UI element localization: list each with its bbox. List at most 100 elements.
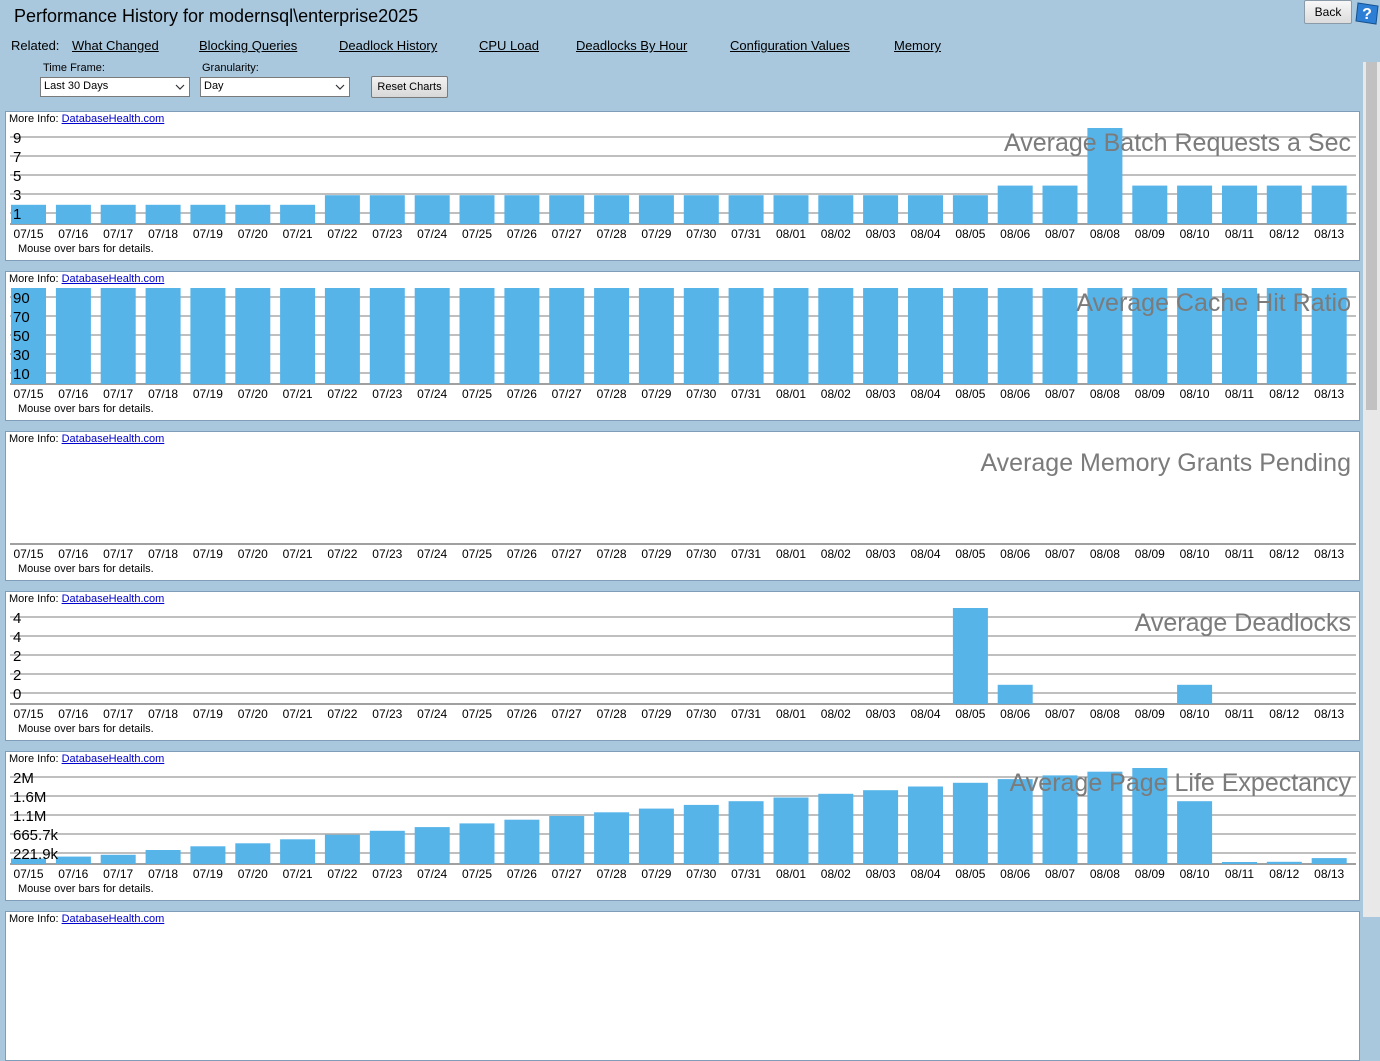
chart-bar[interactable] bbox=[100, 288, 136, 384]
chart-bar[interactable] bbox=[190, 846, 226, 864]
chart-bar[interactable] bbox=[818, 288, 854, 384]
chart-bar[interactable] bbox=[55, 204, 91, 224]
chart-bar[interactable] bbox=[1132, 768, 1168, 864]
chart-bar[interactable] bbox=[638, 195, 674, 224]
chart-bar[interactable] bbox=[773, 288, 809, 384]
chart-bar[interactable] bbox=[683, 288, 719, 384]
chart-bar[interactable] bbox=[414, 195, 450, 224]
chart-bar[interactable] bbox=[145, 850, 181, 864]
chart-bar[interactable] bbox=[235, 288, 271, 384]
scrollbar-thumb[interactable] bbox=[1366, 62, 1377, 410]
chart-bar[interactable] bbox=[728, 195, 764, 224]
chart-bar[interactable] bbox=[728, 801, 764, 864]
chart-bar[interactable] bbox=[1087, 288, 1123, 384]
chart-bar[interactable] bbox=[1087, 771, 1123, 864]
chart-bar[interactable] bbox=[1132, 288, 1168, 384]
chart-bar[interactable] bbox=[1311, 185, 1347, 224]
chart-bar[interactable] bbox=[459, 823, 495, 864]
link-deadlocks-by-hour[interactable]: Deadlocks By Hour bbox=[576, 38, 688, 53]
reset-charts-button[interactable]: Reset Charts bbox=[371, 76, 448, 98]
chart-bar[interactable] bbox=[549, 195, 585, 224]
chart-bar[interactable] bbox=[997, 288, 1033, 384]
chart-bar[interactable] bbox=[1177, 801, 1213, 864]
chart-bar[interactable] bbox=[997, 684, 1033, 704]
chart-bar[interactable] bbox=[369, 195, 405, 224]
chart-bar[interactable] bbox=[638, 808, 674, 864]
chart-bar[interactable] bbox=[773, 797, 809, 865]
chart-bar[interactable] bbox=[1132, 185, 1168, 224]
chart-bar[interactable] bbox=[818, 793, 854, 864]
chart-bar[interactable] bbox=[908, 195, 943, 224]
chart-bar[interactable] bbox=[908, 288, 943, 384]
chart-bar[interactable] bbox=[1222, 862, 1257, 864]
chart-bar[interactable] bbox=[145, 288, 181, 384]
chart-bar[interactable] bbox=[952, 608, 988, 704]
link-memory[interactable]: Memory bbox=[894, 38, 941, 53]
chart-bar[interactable] bbox=[1266, 861, 1302, 864]
chart-bar[interactable] bbox=[190, 204, 226, 224]
chart-bar[interactable] bbox=[55, 856, 91, 864]
chart-bar[interactable] bbox=[1222, 185, 1257, 224]
chart-bar[interactable] bbox=[280, 204, 316, 224]
chart-bar[interactable] bbox=[369, 288, 405, 384]
chart-bar[interactable] bbox=[11, 288, 46, 384]
chart-bar[interactable] bbox=[683, 195, 719, 224]
granularity-select[interactable]: Day bbox=[200, 77, 350, 97]
link-deadlock-history[interactable]: Deadlock History bbox=[339, 38, 438, 53]
chart-bar[interactable] bbox=[549, 288, 585, 384]
chart-bar[interactable] bbox=[100, 204, 136, 224]
chart-bar[interactable] bbox=[235, 843, 271, 864]
chart-bar[interactable] bbox=[504, 195, 540, 224]
chart-bar[interactable] bbox=[1042, 185, 1078, 224]
chart-bar[interactable] bbox=[1222, 288, 1257, 384]
chart-bar[interactable] bbox=[11, 204, 46, 224]
chart-bar[interactable] bbox=[952, 782, 988, 864]
chart-bar[interactable] bbox=[11, 858, 46, 865]
chart-bar[interactable] bbox=[459, 195, 495, 224]
chart-bar[interactable] bbox=[55, 288, 91, 384]
chart-bar[interactable] bbox=[414, 827, 450, 864]
chart-bar[interactable] bbox=[863, 288, 899, 384]
chart-bar[interactable] bbox=[1177, 288, 1213, 384]
more-info-link[interactable]: DatabaseHealth.com bbox=[61, 593, 165, 605]
chart-bar[interactable] bbox=[414, 288, 450, 384]
chart-bar[interactable] bbox=[1266, 185, 1302, 224]
chart-bar[interactable] bbox=[997, 779, 1033, 864]
chart-bar[interactable] bbox=[145, 204, 181, 224]
link-configuration-values[interactable]: Configuration Values bbox=[730, 38, 850, 53]
chart-bar[interactable] bbox=[773, 195, 809, 224]
chart-bar[interactable] bbox=[1177, 684, 1213, 704]
chart-bar[interactable] bbox=[1266, 288, 1302, 384]
back-button[interactable]: Back bbox=[1304, 0, 1352, 24]
chart-bar[interactable] bbox=[549, 816, 585, 864]
chart-bar[interactable] bbox=[1087, 128, 1123, 224]
link-what-changed[interactable]: What Changed bbox=[72, 38, 159, 53]
chart-bar[interactable] bbox=[1177, 185, 1213, 224]
chart-bar[interactable] bbox=[324, 195, 360, 224]
chart-bar[interactable] bbox=[235, 204, 271, 224]
more-info-link[interactable]: DatabaseHealth.com bbox=[61, 433, 165, 445]
chart-bar[interactable] bbox=[504, 819, 540, 864]
more-info-link[interactable]: DatabaseHealth.com bbox=[61, 113, 165, 125]
time-frame-select[interactable]: Last 30 Days bbox=[40, 77, 190, 97]
chart-bar[interactable] bbox=[190, 288, 226, 384]
chart-bar[interactable] bbox=[863, 195, 899, 224]
chart-bar[interactable] bbox=[952, 195, 988, 224]
chart-bar[interactable] bbox=[638, 288, 674, 384]
chart-bar[interactable] bbox=[324, 288, 360, 384]
more-info-link[interactable]: DatabaseHealth.com bbox=[61, 273, 165, 285]
link-blocking-queries[interactable]: Blocking Queries bbox=[199, 38, 298, 53]
chart-bar[interactable] bbox=[280, 839, 316, 864]
chart-bar[interactable] bbox=[683, 804, 719, 864]
chart-bar[interactable] bbox=[594, 812, 630, 864]
link-cpu-load[interactable]: CPU Load bbox=[479, 38, 539, 53]
chart-bar[interactable] bbox=[594, 288, 630, 384]
chart-bar[interactable] bbox=[1042, 288, 1078, 384]
chart-bar[interactable] bbox=[324, 834, 360, 864]
chart-bar[interactable] bbox=[952, 288, 988, 384]
chart-bar[interactable] bbox=[459, 288, 495, 384]
chart-bar[interactable] bbox=[818, 195, 854, 224]
chart-bar[interactable] bbox=[997, 185, 1033, 224]
chart-bar[interactable] bbox=[1042, 775, 1078, 864]
chart-bar[interactable] bbox=[280, 288, 316, 384]
